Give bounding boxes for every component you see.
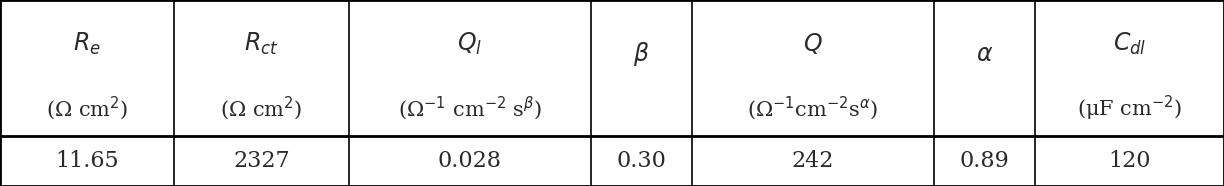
Text: 0.028: 0.028 [438, 150, 502, 172]
Text: 11.65: 11.65 [55, 150, 119, 172]
Text: 2327: 2327 [234, 150, 290, 172]
Text: $R_{ct}$: $R_{ct}$ [245, 30, 279, 57]
Text: $Q_l$: $Q_l$ [457, 30, 482, 57]
Text: $C_{dl}$: $C_{dl}$ [1113, 30, 1146, 57]
Text: (Ω$^{-1}$ cm$^{-2}$ s$^{β}$): (Ω$^{-1}$ cm$^{-2}$ s$^{β}$) [398, 95, 542, 122]
Text: 120: 120 [1108, 150, 1151, 172]
Text: 242: 242 [792, 150, 834, 172]
Text: (Ω$^{-1}$cm$^{-2}$s$^{\alpha}$): (Ω$^{-1}$cm$^{-2}$s$^{\alpha}$) [747, 95, 879, 122]
Text: (Ω cm$^{2}$): (Ω cm$^{2}$) [47, 95, 129, 122]
Text: 0.89: 0.89 [960, 150, 1010, 172]
Text: $\alpha$: $\alpha$ [976, 43, 993, 66]
Text: $R_e$: $R_e$ [73, 30, 102, 57]
Text: (μF cm$^{-2}$): (μF cm$^{-2}$) [1077, 94, 1182, 123]
Text: (Ω cm$^{2}$): (Ω cm$^{2}$) [220, 95, 302, 122]
Text: 0.30: 0.30 [617, 150, 666, 172]
Text: $Q$: $Q$ [803, 31, 823, 56]
Text: $\beta$: $\beta$ [633, 40, 650, 68]
